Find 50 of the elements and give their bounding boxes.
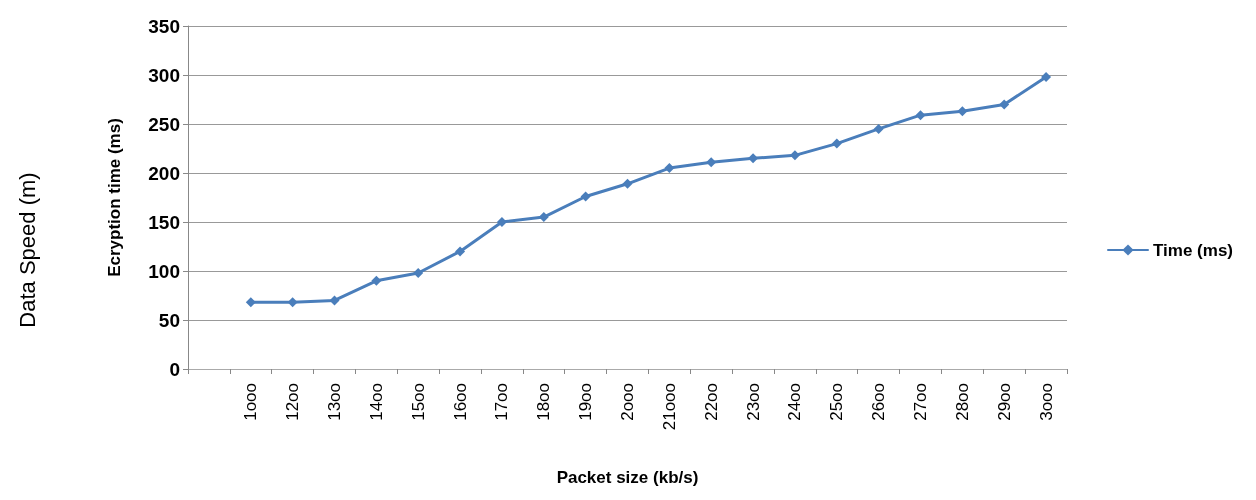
y-tick-label: 300 <box>148 64 180 86</box>
point <box>748 153 759 164</box>
point <box>580 191 591 202</box>
y-tick-label: 350 <box>148 15 180 37</box>
x-tick-label: 18oo <box>534 383 554 421</box>
y-tick-label: 100 <box>148 260 180 282</box>
text: Data Speed (m) <box>14 172 40 328</box>
x-tick-label: 19oo <box>576 383 596 421</box>
x-tick-label: 23oo <box>743 383 763 421</box>
y-tick-label: 0 <box>169 358 180 380</box>
x-tick-label: 1ooo <box>241 383 261 421</box>
y-tick-label: 150 <box>148 211 180 233</box>
point <box>1041 71 1052 82</box>
x-tick-label: 12oo <box>283 383 303 421</box>
point <box>413 267 424 278</box>
point <box>915 110 926 121</box>
point <box>957 106 968 117</box>
point <box>371 275 382 286</box>
x-tick-label: 15oo <box>408 383 428 421</box>
point <box>873 123 884 134</box>
point <box>622 178 633 189</box>
x-tick-label: 29oo <box>994 383 1014 421</box>
point <box>496 217 507 227</box>
x-tick-label: 13oo <box>325 383 344 421</box>
x-tick-label: 24oo <box>785 383 805 421</box>
point <box>664 163 675 174</box>
x-axis-title: Packet size (kb/s) <box>556 468 699 487</box>
y-tick-label: 50 <box>158 309 180 331</box>
y-tick-label: 200 <box>148 162 180 184</box>
x-tick-label: 28oo <box>952 383 972 421</box>
point <box>455 246 466 257</box>
x-tick-label: 25oo <box>827 383 847 421</box>
x-tick-label: 27oo <box>911 383 930 421</box>
point <box>329 295 340 306</box>
y-tick-label: 250 <box>148 113 180 135</box>
x-tick-label: 17oo <box>492 383 512 421</box>
point <box>831 138 842 149</box>
point <box>245 297 256 308</box>
point <box>706 157 717 168</box>
x-tick-label: 2ooo <box>618 383 637 421</box>
x-tick-label: 22oo <box>701 383 721 421</box>
point <box>999 99 1010 110</box>
x-tick-label: 21ooo <box>659 383 679 431</box>
x-tick-label: 16oo <box>450 383 470 421</box>
x-tick-label: 26oo <box>869 383 889 421</box>
y-axis-title: Ecryption time (ms) <box>105 118 124 277</box>
x-tick-label: 3ooo <box>1036 383 1056 421</box>
legend-label: Time (ms) <box>1153 240 1234 260</box>
x-tick-label: 14oo <box>366 383 386 421</box>
point <box>287 297 298 308</box>
